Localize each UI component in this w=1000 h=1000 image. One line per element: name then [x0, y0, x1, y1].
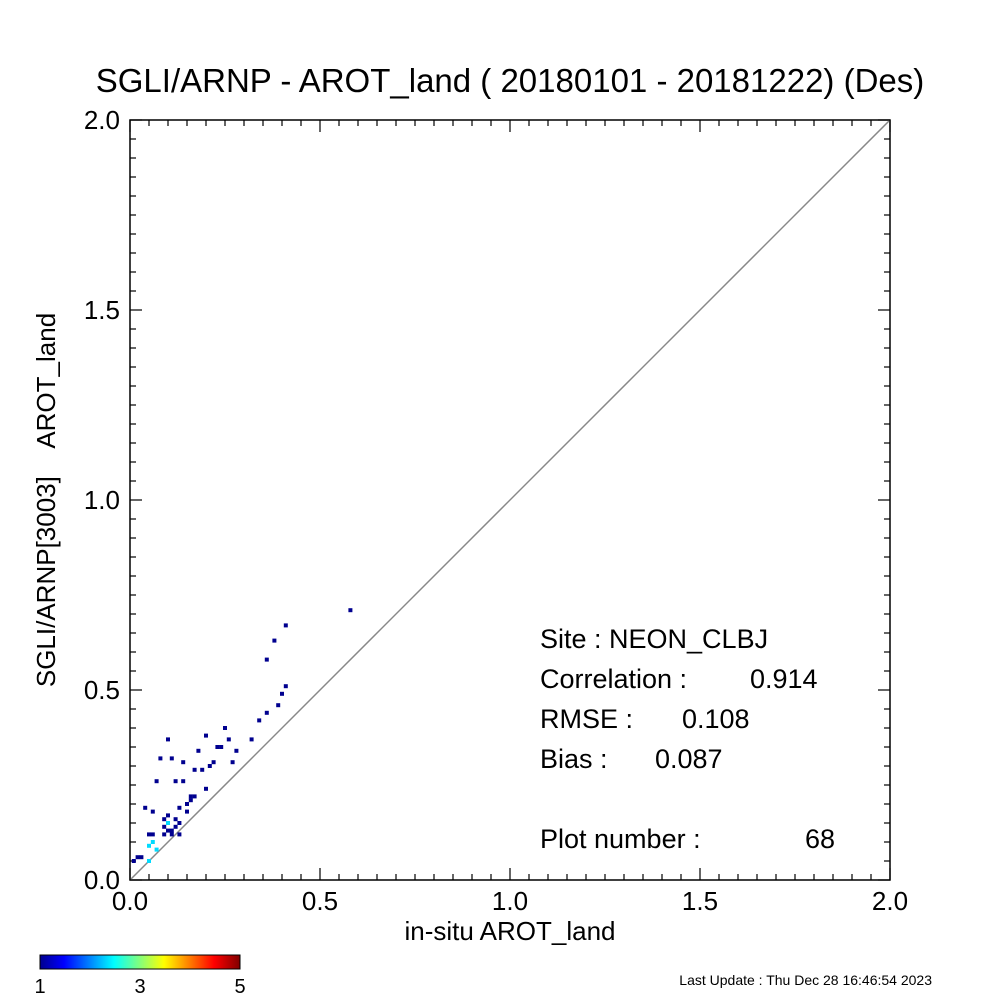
- last-update-text: Last Update : Thu Dec 28 16:46:54 2023: [679, 972, 932, 988]
- data-point: [173, 779, 178, 784]
- plot-number-value: 68: [805, 824, 835, 854]
- data-point: [150, 832, 155, 837]
- data-point: [188, 794, 193, 799]
- data-point: [234, 748, 239, 753]
- data-point: [204, 786, 208, 791]
- data-point: [173, 824, 178, 829]
- y-tick-label: 0.0: [84, 865, 120, 895]
- one-to-one-line: [129, 119, 891, 881]
- x-axis-label: in-situ AROT_land: [405, 916, 616, 946]
- y-tick-label: 0.5: [84, 675, 120, 705]
- y-axis-label: SGLI/ARNP[3003] AROT_land: [31, 313, 61, 687]
- data-point: [283, 684, 288, 689]
- data-point: [207, 764, 212, 768]
- plot-number-label: Plot number :: [540, 824, 701, 854]
- data-point: [192, 794, 197, 799]
- data-point: [196, 748, 201, 753]
- data-point: [177, 832, 182, 837]
- correlation-label: Correlation :: [540, 664, 687, 694]
- data-point: [150, 840, 155, 844]
- x-tick-label: 1.0: [492, 886, 528, 916]
- data-point: [272, 638, 277, 643]
- rmse-value: 0.108: [682, 704, 750, 734]
- data-point: [181, 779, 186, 784]
- data-point: [185, 802, 189, 806]
- data-point: [215, 745, 220, 749]
- y-tick-label: 1.0: [84, 485, 120, 515]
- bias-value: 0.087: [655, 744, 723, 774]
- data-point: [249, 737, 254, 742]
- chart-title: SGLI/ARNP - AROT_land ( 20180101 - 20181…: [96, 62, 925, 99]
- data-point: [135, 855, 140, 860]
- data-point: [230, 760, 235, 765]
- data-point: [166, 828, 170, 833]
- x-tick-label: 0.5: [302, 886, 338, 916]
- data-point: [147, 859, 151, 863]
- data-point: [192, 767, 197, 772]
- data-point: [162, 832, 167, 837]
- data-point: [177, 805, 182, 810]
- data-point: [154, 847, 159, 852]
- x-tick-label: 1.5: [682, 886, 718, 916]
- data-point: [166, 821, 170, 825]
- correlation-value: 0.914: [750, 664, 818, 694]
- data-point: [162, 817, 167, 822]
- data-point: [181, 760, 186, 765]
- x-tick-label: 2.0: [872, 886, 908, 916]
- axis-ticks: [129, 119, 891, 881]
- data-point: [143, 805, 148, 810]
- data-point: [166, 737, 170, 742]
- colorbar-gradient: [39, 954, 241, 970]
- y-tick-label: 1.5: [84, 295, 120, 325]
- x-tick-label: 0.0: [112, 886, 148, 916]
- colorbar-label-mid: 3: [134, 976, 145, 998]
- y-tick-label: 2.0: [84, 105, 120, 135]
- axis-tick-labels: 0.0 0.5 1.0 1.5 2.0 0.0 0.5 1.0 1.5 2.0: [84, 105, 908, 916]
- colorbar-label-min: 1: [34, 976, 45, 998]
- data-point: [264, 710, 269, 715]
- data-point: [177, 821, 182, 825]
- data-point: [348, 608, 353, 613]
- site-label: Site : NEON_CLBJ: [540, 624, 768, 654]
- data-point: [283, 623, 288, 628]
- data-point: [166, 813, 170, 818]
- data-point: [211, 760, 216, 765]
- data-point: [139, 855, 144, 860]
- data-points: [131, 608, 353, 863]
- colorbar: 1 3 5: [34, 954, 246, 998]
- data-point: [223, 726, 227, 730]
- colorbar-label-max: 5: [234, 976, 245, 998]
- data-point: [147, 843, 151, 848]
- data-point: [188, 798, 193, 803]
- data-point: [169, 756, 174, 761]
- data-point: [158, 756, 163, 761]
- data-point: [169, 828, 174, 833]
- rmse-label: RMSE :: [540, 704, 633, 734]
- data-point: [276, 703, 281, 708]
- data-point: [131, 859, 136, 863]
- stats-box: Site : NEON_CLBJ Correlation : 0.914 RMS…: [540, 624, 835, 854]
- data-point: [147, 832, 151, 837]
- data-point: [162, 824, 167, 829]
- data-point: [219, 745, 224, 749]
- data-point: [257, 718, 262, 723]
- data-point: [280, 691, 284, 696]
- data-point: [154, 779, 159, 784]
- data-point: [226, 737, 231, 742]
- data-point: [169, 832, 174, 837]
- data-point: [204, 733, 208, 738]
- data-point: [173, 817, 178, 822]
- data-point: [200, 767, 205, 772]
- data-point: [264, 657, 269, 662]
- data-point: [185, 809, 189, 814]
- data-point: [150, 809, 155, 814]
- bias-label: Bias :: [540, 744, 608, 774]
